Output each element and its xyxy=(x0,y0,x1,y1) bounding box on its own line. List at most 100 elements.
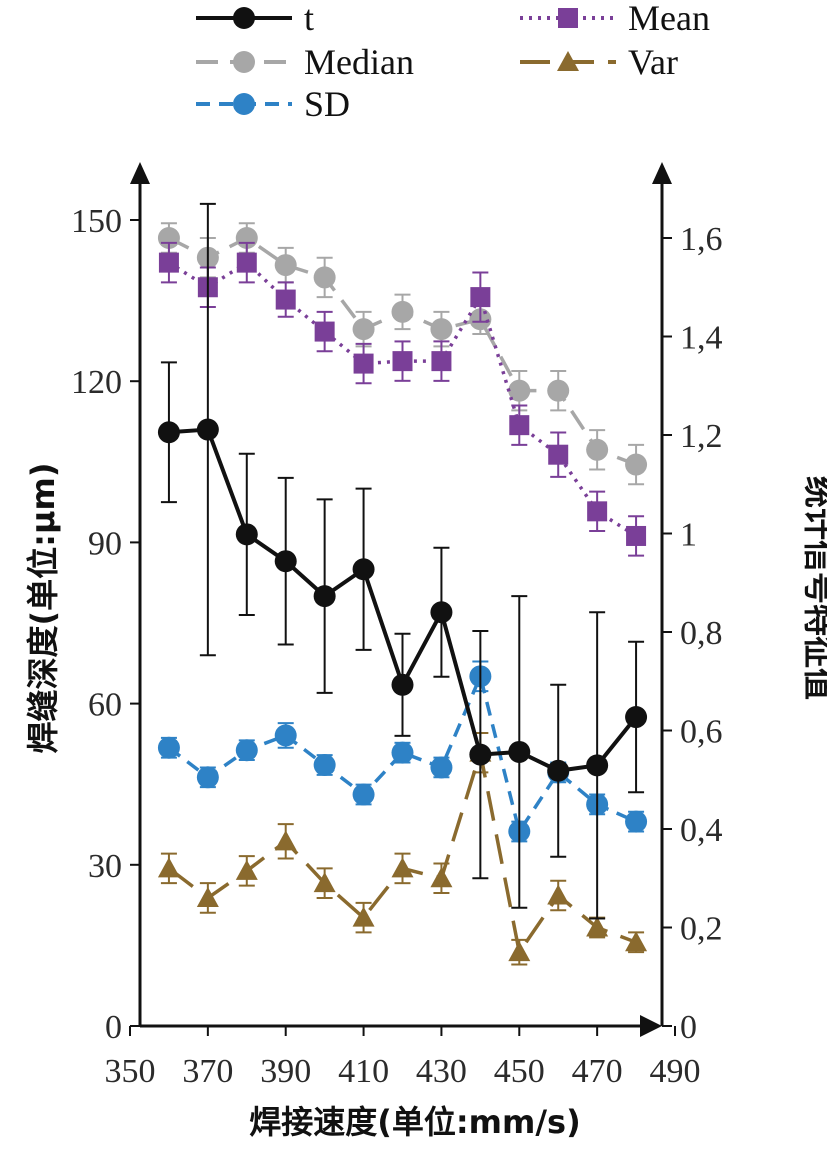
data-point xyxy=(352,906,375,927)
data-point xyxy=(430,756,453,779)
data-point xyxy=(548,444,569,465)
y2-tick-label: 0,2 xyxy=(680,911,723,948)
data-point xyxy=(313,872,336,893)
x-tick-label: 390 xyxy=(260,1053,311,1090)
data-point xyxy=(391,673,414,696)
legend-item: SD xyxy=(196,84,350,124)
data-point xyxy=(352,783,375,806)
data-point xyxy=(235,859,258,880)
data-point xyxy=(392,351,413,372)
data-point xyxy=(625,453,648,476)
data-point xyxy=(274,830,297,851)
data-point xyxy=(587,501,608,522)
y-tick-label: 30 xyxy=(88,848,122,885)
data-point xyxy=(352,318,375,341)
data-point xyxy=(430,601,453,624)
legend-swatch-marker xyxy=(558,8,578,28)
y-axis-title: 焊缝深度(单位:μm) xyxy=(24,463,62,754)
y2-tick-label: 0,8 xyxy=(680,615,723,652)
x-tick-label: 410 xyxy=(338,1053,389,1090)
y2-axis-title: 统计信号特征值 xyxy=(800,476,827,700)
data-point xyxy=(275,289,296,310)
data-point xyxy=(431,351,452,372)
data-point xyxy=(547,379,570,402)
data-point xyxy=(625,810,648,833)
legend-label: Var xyxy=(628,42,678,82)
data-point xyxy=(391,741,414,764)
data-point xyxy=(274,550,297,573)
data-point xyxy=(235,739,258,762)
y-tick-label: 0 xyxy=(105,1009,122,1046)
x-tick-label: 430 xyxy=(416,1053,467,1090)
y-tick-label: 150 xyxy=(71,203,122,240)
data-point xyxy=(157,421,180,444)
right-axis-arrow xyxy=(652,162,672,184)
data-point xyxy=(430,867,453,888)
legend-label: Median xyxy=(304,42,414,82)
y2-tick-label: 0,4 xyxy=(680,812,723,849)
y-tick-label: 120 xyxy=(71,364,122,401)
x-tick-label: 450 xyxy=(494,1053,545,1090)
axes: 0 30 60 90 120 150 0 0,2 0,4 0,6 0,8 1 1,2 1,4 1,6 350 3… xyxy=(71,162,723,1090)
x-axis-title: 焊接速度(单位:mm/s) xyxy=(249,1103,580,1141)
data-point xyxy=(586,754,609,777)
y2-tick-label: 1,6 xyxy=(680,221,723,258)
data-point xyxy=(313,585,336,608)
legend-swatch-marker xyxy=(233,93,255,115)
legend-item: t xyxy=(196,0,314,38)
x-axis-arrow xyxy=(640,1015,662,1037)
data-point xyxy=(586,438,609,461)
data-point xyxy=(314,321,335,342)
data-point xyxy=(470,287,491,308)
x-tick-label: 490 xyxy=(650,1053,701,1090)
legend-item: Mean xyxy=(520,0,710,38)
legend-label: Mean xyxy=(628,0,710,38)
data-point xyxy=(158,252,179,273)
data-point xyxy=(236,252,257,273)
y-tick-label: 90 xyxy=(88,525,122,562)
y2-tick-label: 1,2 xyxy=(680,418,723,455)
data-point xyxy=(196,886,219,907)
legend-swatch-marker xyxy=(557,51,579,71)
data-point xyxy=(352,558,375,581)
data-point xyxy=(586,916,609,937)
x-tick-label: 470 xyxy=(572,1053,623,1090)
legend-item: Median xyxy=(196,42,414,82)
data-point xyxy=(157,736,180,759)
data-point xyxy=(313,753,336,776)
y2-tick-label: 1 xyxy=(680,517,697,554)
series-mean xyxy=(158,241,647,557)
legend-swatch-marker xyxy=(233,51,255,73)
data-point xyxy=(430,318,453,341)
y2-tick-label: 0,6 xyxy=(680,714,723,751)
data-point xyxy=(196,418,219,441)
data-point xyxy=(391,857,414,878)
legend-label: SD xyxy=(304,84,350,124)
y2-tick-label: 1,4 xyxy=(680,320,723,357)
series-sd xyxy=(157,660,648,843)
data-point xyxy=(508,379,531,402)
y-tick-label: 60 xyxy=(88,687,122,724)
legend-label: t xyxy=(304,0,314,38)
x-tick-label: 370 xyxy=(182,1053,233,1090)
data-point xyxy=(274,254,297,277)
data-point xyxy=(547,884,570,905)
data-point xyxy=(625,706,648,729)
data-point xyxy=(626,525,647,546)
data-point xyxy=(509,415,530,436)
data-point xyxy=(313,266,336,289)
left-axis-arrow xyxy=(130,162,150,184)
data-point xyxy=(508,941,531,962)
data-point xyxy=(625,931,648,952)
x-tick-label: 350 xyxy=(105,1053,156,1090)
data-point xyxy=(235,523,258,546)
data-point xyxy=(157,857,180,878)
series-t xyxy=(157,202,648,920)
plot-area xyxy=(157,202,648,966)
data-point xyxy=(547,759,570,782)
data-point xyxy=(274,724,297,747)
data-point xyxy=(391,300,414,323)
data-point xyxy=(508,740,531,763)
